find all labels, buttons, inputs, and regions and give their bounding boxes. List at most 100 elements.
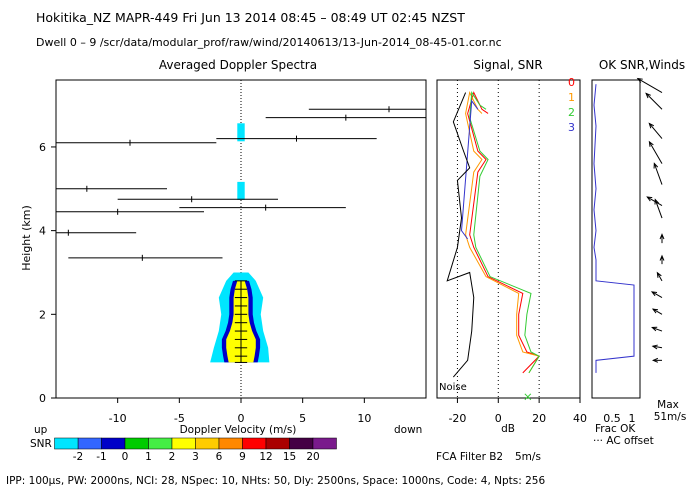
wind-vector [652, 308, 663, 315]
x-tick-label: -20 [448, 412, 466, 425]
max-wind-value: 51m/s [654, 411, 687, 423]
wind-vector [656, 272, 663, 282]
color-scale-swatch [265, 437, 290, 450]
wind-vector [648, 141, 663, 164]
color-scale-swatch [242, 437, 267, 450]
up-label: up [34, 424, 48, 436]
header-line-1: Hokitika_NZ MAPR-449 Fri Jun 13 2014 08:… [36, 10, 465, 25]
wind-vector [652, 345, 663, 349]
wind-arrowhead [656, 271, 662, 278]
legend-label: 2 [568, 106, 575, 119]
winds-plot-area: 0 1 2 3 0.5 1 [568, 76, 665, 425]
max-wind-label: Max [657, 399, 679, 411]
isolated-echo [237, 181, 245, 200]
signal-panel-title: Signal, SNR [473, 58, 542, 72]
signal-series-line [461, 99, 479, 240]
color-scale-swatch [124, 437, 149, 450]
color-scale-label: 0 [122, 451, 129, 463]
wind-arrowhead [646, 196, 653, 202]
isolated-echo [237, 123, 245, 142]
wind-vector [645, 93, 663, 110]
signal-plot-area: -20 0 20 40 Noise [439, 80, 587, 425]
legend-label: 0 [568, 76, 575, 89]
x-tick-label: 0 [495, 412, 502, 425]
wind-arrowhead [645, 92, 651, 99]
spectra-panel-title: Averaged Doppler Spectra [159, 58, 317, 72]
x-tick-label: -5 [174, 412, 185, 425]
x-tick-label: 0.5 [603, 412, 621, 425]
legend-label: 1 [568, 91, 575, 104]
db-axis-label: dB [501, 423, 515, 435]
wind-arrowhead [654, 198, 660, 205]
snr-color-scale: -2 -1 0 1 2 3 6 9 12 15 20 [54, 437, 337, 463]
color-scale-label: 9 [239, 451, 246, 463]
color-scale-swatch [312, 437, 337, 450]
wind-arrowhead [651, 344, 658, 350]
color-scale-swatch [218, 437, 243, 450]
signal-plot-frame [436, 79, 581, 399]
wind-vector [651, 291, 663, 299]
wind-vector [652, 327, 663, 332]
color-scale-label: 12 [259, 451, 272, 463]
fca-filter-label: FCA Filter B2 [436, 451, 503, 463]
color-scale-label: 6 [216, 451, 223, 463]
ac-offset-label: ··· AC offset [593, 435, 654, 447]
y-tick-label: 0 [39, 392, 46, 405]
color-scale-swatch [171, 437, 196, 450]
wind-vector [653, 163, 663, 185]
wind-vector [647, 196, 663, 206]
signal-series-line [446, 92, 475, 378]
color-scale-label: 2 [169, 451, 176, 463]
wind-scale-label: 5m/s [515, 451, 541, 463]
wind-arrowhead [651, 357, 659, 363]
y-tick-label: 6 [39, 141, 46, 154]
noise-label: Noise [439, 382, 467, 393]
x-tick-label: 0 [238, 412, 245, 425]
down-label: down [394, 424, 422, 436]
wind-arrowhead [648, 122, 654, 129]
parameter-line: IPP: 100μs, PW: 2000ns, NCI: 28, NSpec: … [6, 475, 545, 487]
wind-vector [637, 78, 663, 93]
wind-vector [648, 123, 663, 139]
x-tick-label: -10 [109, 412, 127, 425]
color-scale-label: 3 [192, 451, 199, 463]
color-scale-label: -2 [73, 451, 83, 463]
color-scale-swatch [148, 437, 173, 450]
color-scale-label: 20 [306, 451, 319, 463]
y-tick-label: 4 [39, 225, 46, 238]
color-scale-swatch [195, 437, 220, 450]
x-tick-label: 5 [299, 412, 306, 425]
x-tick-label: 20 [532, 412, 546, 425]
wind-arrowhead [653, 162, 659, 169]
winds-panel-title: OK SNR,Winds [599, 58, 685, 72]
color-scale-swatch [289, 437, 314, 450]
signal-series-line [469, 91, 540, 374]
spectra-panel: -10 -5 0 5 10 0 2 4 6 [39, 79, 427, 425]
x-tick-label: 40 [573, 412, 587, 425]
frac-ok-label: Frac OK [595, 423, 636, 435]
wind-arrowhead [650, 291, 658, 297]
winds-panel: 0 1 2 3 0.5 1 [568, 76, 665, 425]
y-tick-label: 2 [39, 308, 46, 321]
frac-ok-line [593, 84, 635, 373]
signal-peak-marker [524, 393, 532, 401]
header-line-2: Dwell 0 – 9 /scr/data/modular_prof/raw/w… [36, 36, 502, 49]
x-tick-label: 1 [629, 412, 636, 425]
doppler-axis-label: Doppler Velocity (m/s) [180, 424, 297, 436]
color-scale-swatch [54, 437, 79, 450]
color-scale-swatch [77, 437, 102, 450]
legend-label: 3 [568, 121, 575, 134]
wind-arrowhead [651, 308, 659, 314]
color-scale-label: 1 [145, 451, 152, 463]
wind-arrowhead [648, 140, 654, 147]
wind-arrowhead [651, 326, 658, 332]
signal-series-line [467, 91, 541, 374]
color-scale-label: -1 [96, 451, 106, 463]
wind-arrowhead [659, 233, 665, 240]
winds-plot-frame [591, 79, 641, 399]
color-scale-swatch [101, 437, 126, 450]
wind-vector [654, 199, 663, 219]
height-axis-label: Height (km) [20, 205, 33, 271]
